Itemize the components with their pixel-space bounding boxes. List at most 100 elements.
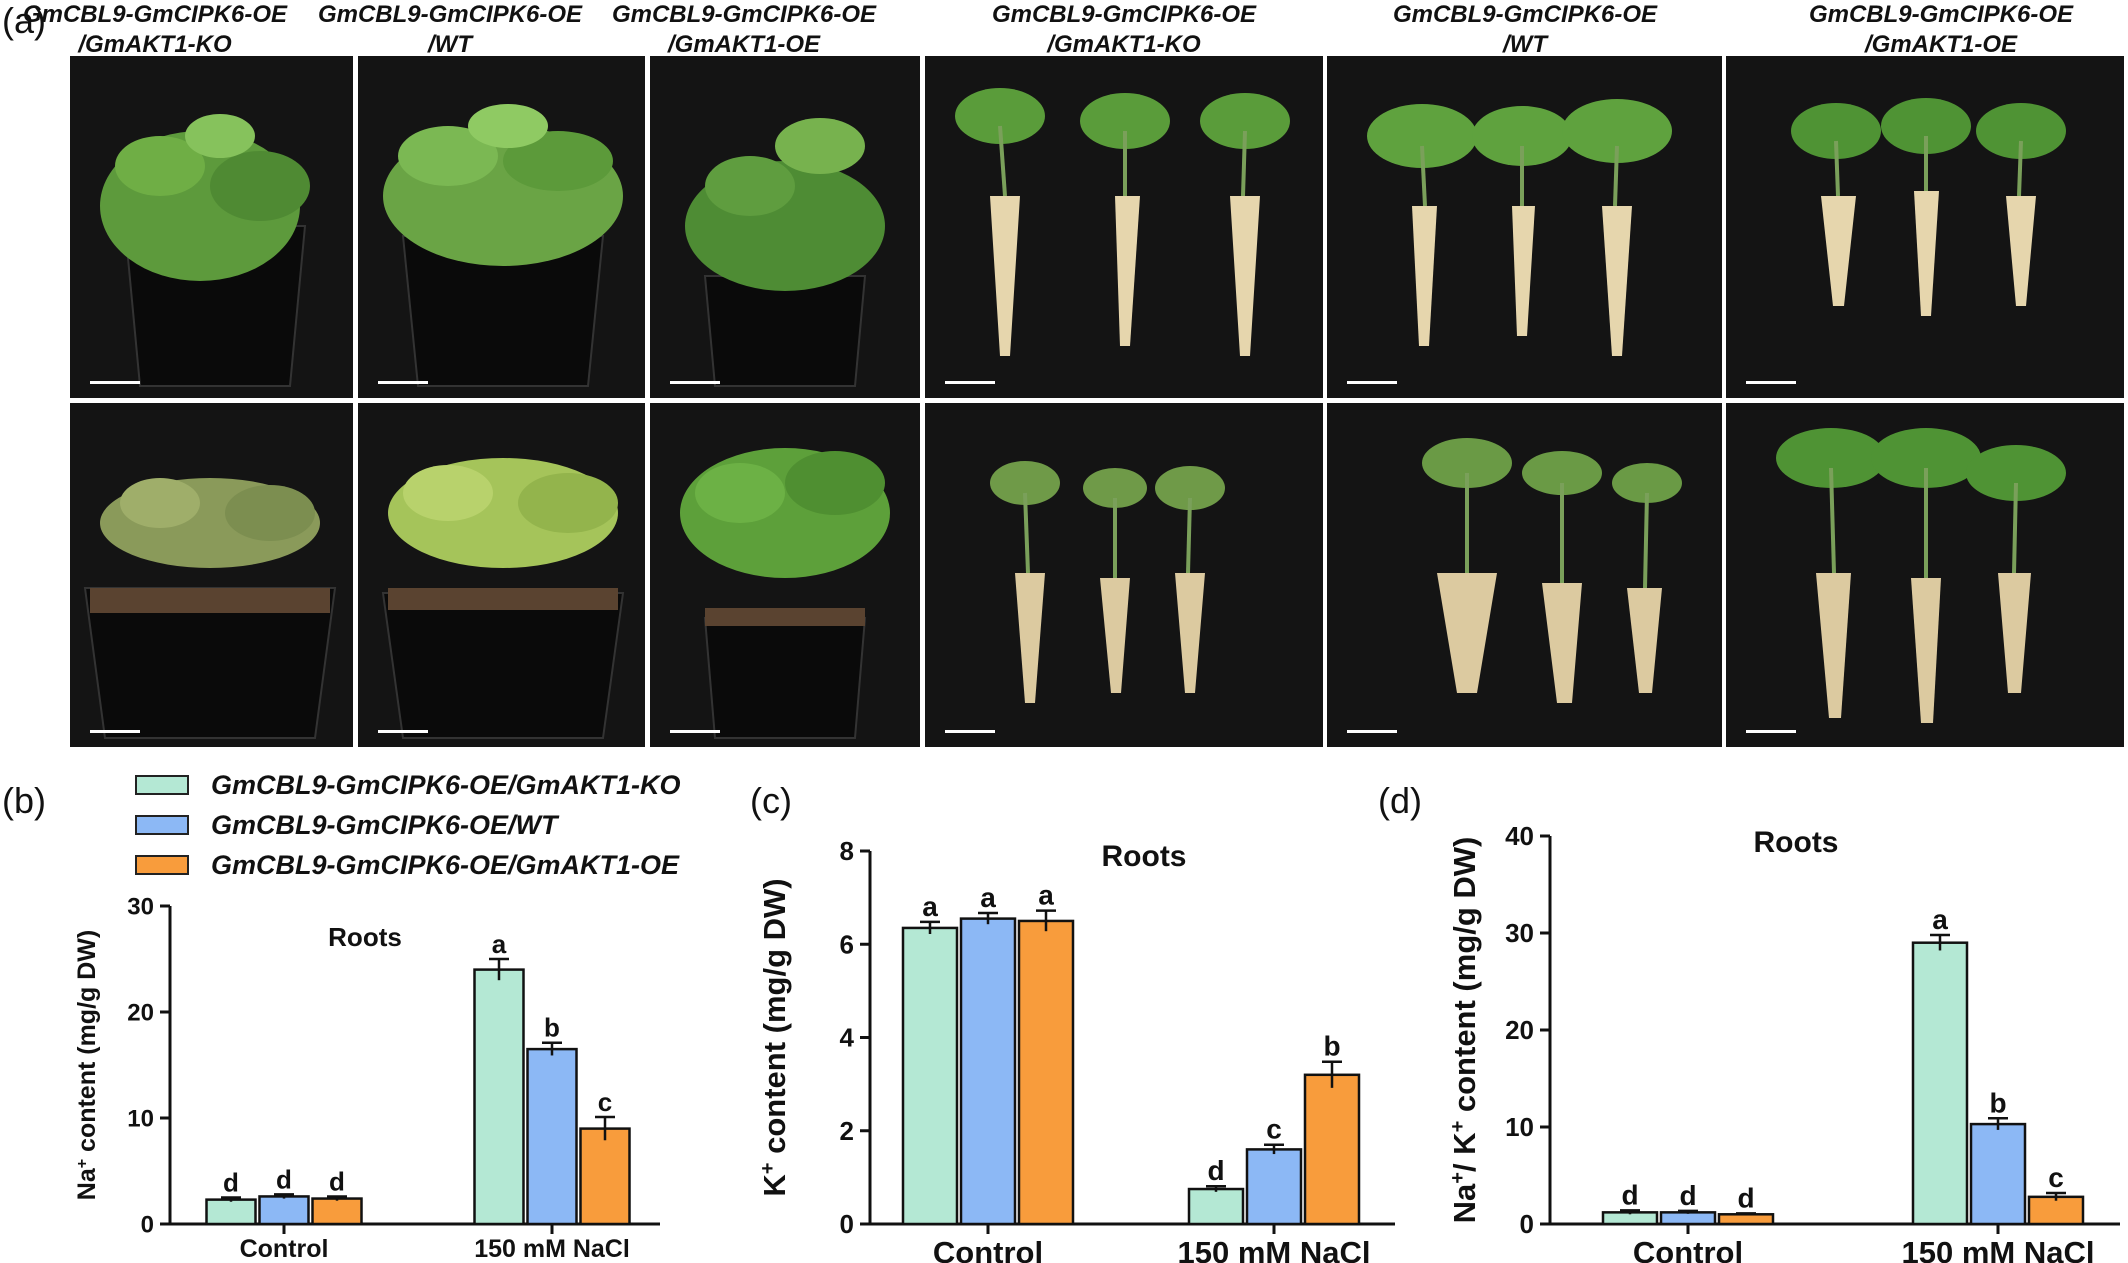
bar [311,1197,363,1226]
bar [473,968,525,1226]
uprooted-plants-illustration [1367,99,1672,356]
significance-letter: d [276,1164,292,1194]
photo-uprooted-plants-control-akt1-oe [1726,56,2124,398]
scale-bar [378,381,428,384]
column-title-4: GmCBL9-GmCIPK6-OE/GmAKT1-KO [991,1,1257,58]
column-title-3: GmCBL9-GmCIPK6-OE/GmAKT1-OE [611,1,877,58]
chart-title: Roots [328,922,402,952]
uprooted-plants-illustration [1422,438,1682,703]
significance-letter: b [1989,1087,2006,1118]
significance-letter: c [1266,1114,1282,1145]
bar [1717,1213,1775,1226]
bar [1911,941,1969,1226]
bar [1969,1122,2027,1226]
legend-item-akt1-oe: GmCBL9-GmCIPK6-OE/GmAKT1-OE [135,845,681,885]
y-tick-label: 40 [1505,821,1534,851]
significance-letter: a [1038,880,1054,911]
scale-bar [945,730,995,733]
potted-plant-illustration [83,478,337,739]
significance-letter: b [544,1013,560,1043]
scale-bar [378,730,428,733]
photo-potted-plant-control-wt [358,56,645,398]
bar [901,926,959,1226]
significance-letter: a [980,882,996,913]
photo-potted-plant-control-akt1-ko [70,56,353,398]
x-tick-label: 150 mM NaCl [1902,1235,2095,1263]
photo-uprooted-plants-salt-akt1-oe [1726,403,2124,747]
scale-bar [90,730,140,733]
chart-title: Roots [1754,826,1839,859]
y-axis-label: Na+ content (mg/g DW) [73,930,101,1200]
significance-letter: d [1737,1182,1754,1213]
scale-bar [1746,730,1796,733]
significance-letter: d [1621,1179,1638,1210]
bar [1245,1148,1303,1226]
column-title-6: GmCBL9-GmCIPK6-OE/GmAKT1-OE [1808,1,2074,58]
potted-plant-illustration [680,448,890,739]
bar [579,1127,631,1226]
y-tick-label: 0 [840,1209,854,1239]
legend-swatch [135,775,189,795]
significance-letter: a [492,929,507,959]
significance-letter: c [2048,1162,2064,1193]
potted-plant-illustration [381,458,625,739]
x-tick-label: Control [933,1235,1043,1263]
bar [1017,919,1075,1226]
scale-bar [945,381,995,384]
panel-label-c: (c) [750,780,792,821]
legend-item-akt1-ko: GmCBL9-GmCIPK6-OE/GmAKT1-KO [135,765,681,805]
panel-label-b: (b) [2,780,46,821]
significance-letter: b [1323,1031,1340,1062]
y-tick-label: 0 [141,1211,154,1238]
significance-letter: d [1679,1180,1696,1211]
photo-uprooted-plants-control-akt1-ko [925,56,1323,398]
y-tick-label: 6 [840,929,854,959]
photo-uprooted-plants-salt-akt1-ko [925,403,1323,747]
panel-label-a: (a) [2,0,46,41]
scale-bar [1347,730,1397,733]
photo-potted-plant-salt-akt1-ko [70,403,353,747]
bar [1303,1073,1361,1226]
legend-swatch [135,815,189,835]
legend-swatch [135,855,189,875]
photo-uprooted-plants-salt-wt [1327,403,1722,747]
photo-potted-plant-salt-akt1-oe [650,403,920,747]
significance-letter: d [1207,1155,1224,1186]
bar [258,1195,310,1226]
y-axis-label: K+ content (mg/g DW) [757,878,792,1196]
legend-label: GmCBL9-GmCIPK6-OE/GmAKT1-KO [211,769,681,800]
x-tick-label: Control [240,1235,329,1263]
photo-potted-plant-salt-wt [358,403,645,747]
column-title-1: GmCBL9-GmCIPK6-OE/GmAKT1-KO [22,1,288,58]
potted-plant-illustration [685,118,885,387]
potted-plant-illustration [383,104,623,387]
y-axis-label: Na+/ K+ content (mg/g DW) [1447,837,1482,1224]
y-tick-label: 10 [127,1105,154,1132]
y-tick-label: 2 [840,1116,854,1146]
scale-bar [1746,381,1796,384]
potted-plant-illustration [100,114,310,387]
photo-uprooted-plants-control-wt [1327,56,1722,398]
x-tick-label: 150 mM NaCl [474,1235,630,1263]
uprooted-plants-illustration [990,461,1225,703]
y-tick-label: 8 [840,836,854,866]
significance-letter: d [329,1166,345,1196]
y-tick-label: 10 [1505,1112,1534,1142]
bar [1187,1187,1245,1226]
uprooted-plants-illustration [1776,428,2066,723]
uprooted-plants-illustration [955,88,1290,356]
chart-title: Roots [1102,840,1187,873]
scale-bar [670,381,720,384]
legend-label: GmCBL9-GmCIPK6-OE/GmAKT1-OE [211,849,680,880]
bar [1659,1211,1717,1226]
column-title-2: GmCBL9-GmCIPK6-OE/WT [317,1,583,58]
y-tick-label: 30 [1505,918,1534,948]
bar [959,917,1017,1226]
y-tick-label: 30 [127,893,154,920]
column-title-5: GmCBL9-GmCIPK6-OE/WT [1392,1,1658,58]
bar [205,1198,257,1226]
scale-bar [90,381,140,384]
panel-label-d: (d) [1378,780,1422,821]
bar [526,1047,578,1226]
